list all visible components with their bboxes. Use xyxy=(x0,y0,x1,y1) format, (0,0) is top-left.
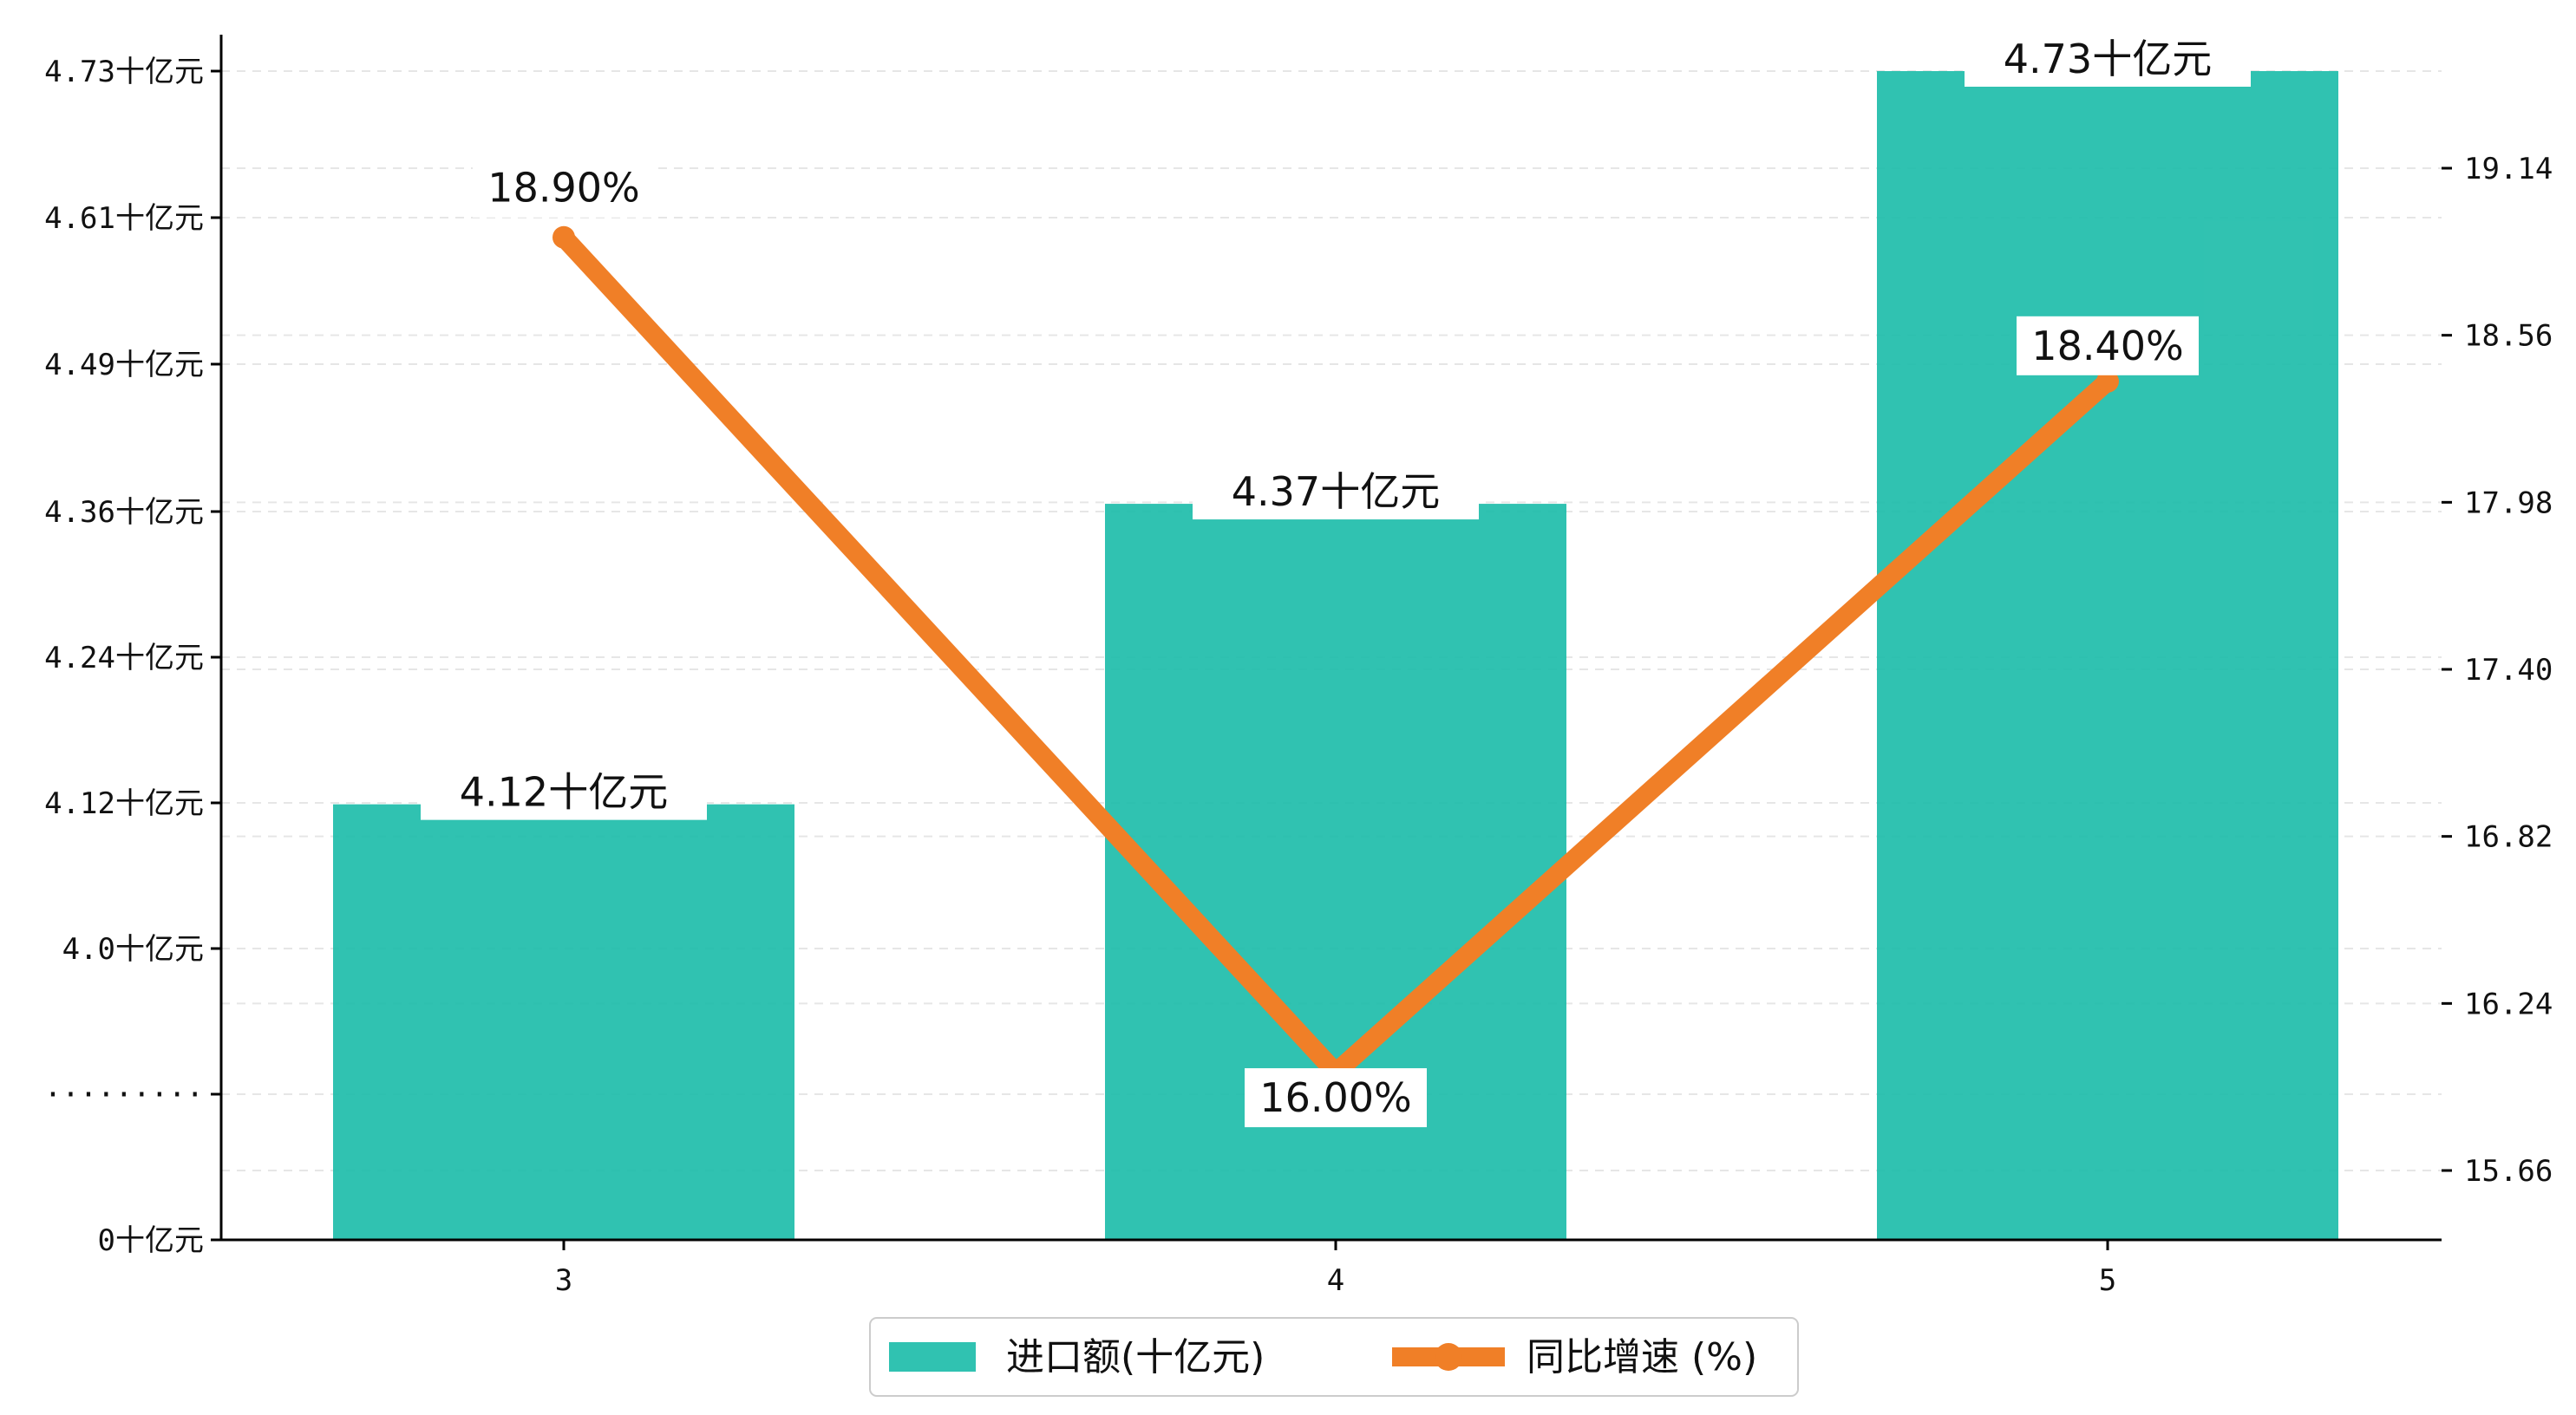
bar-label-box xyxy=(1193,471,1479,520)
bar-value-labels: 4.12十亿元 4.37十亿元 4.73十亿元 xyxy=(421,36,2251,820)
legend-line-label: 同比增速 (%) xyxy=(1527,1335,1757,1379)
line-value-label: 18.90% xyxy=(487,165,639,212)
line-label-box xyxy=(1245,1068,1427,1128)
line-value-labels: 18.90% 16.00% 18.40% xyxy=(473,158,2199,1128)
left-axis-tick-label: 4.0十亿元 xyxy=(62,932,204,967)
left-axis-tick-label: 4.12十亿元 xyxy=(44,786,204,821)
right-axis-tick-label: 18.56 xyxy=(2464,319,2553,354)
right-axis-tick-label: 16.82 xyxy=(2464,820,2553,855)
right-axis-tick-label: 17.40 xyxy=(2464,653,2553,688)
line-point xyxy=(2096,369,2119,393)
line-point xyxy=(552,225,575,249)
left-axis-tick-label: 4.61十亿元 xyxy=(44,201,204,236)
right-axis-tick-label: 15.66 xyxy=(2464,1154,2553,1189)
bar xyxy=(1877,71,2338,1240)
bar-label-box xyxy=(421,771,707,820)
line-label-box xyxy=(473,158,655,218)
bar xyxy=(333,804,794,1240)
x-axis-tick-label: 4 xyxy=(1327,1263,1344,1298)
x-axis-tick-label: 5 xyxy=(2099,1263,2116,1298)
bar-value-label: 4.37十亿元 xyxy=(1232,468,1440,515)
left-axis-tick-label: 4.49十亿元 xyxy=(44,348,204,382)
right-axis-tick-label: 17.98 xyxy=(2464,486,2553,520)
bar-value-label: 4.12十亿元 xyxy=(460,769,668,816)
line-value-label: 18.40% xyxy=(2031,323,2183,369)
right-axis-tick-label: 19.14 xyxy=(2464,152,2553,186)
bar-series xyxy=(333,71,2338,1240)
bar-label-box xyxy=(1965,38,2251,87)
legend: 进口额(十亿元) 同比增速 (%) xyxy=(869,1317,1799,1397)
left-axis-tick-label: 0十亿元 xyxy=(98,1223,204,1258)
axes: 0十亿元 ········· 4.0十亿元 4.12十亿元 4.24十亿元 4.36十亿元… xyxy=(44,35,2553,1298)
legend-line-marker xyxy=(1435,1343,1462,1371)
right-axis-tick-label: 16.24 xyxy=(2464,987,2553,1021)
line-value-label: 16.00% xyxy=(1259,1074,1411,1121)
left-axis-tick-label: 4.24十亿元 xyxy=(44,641,204,675)
bar-value-label: 4.73十亿元 xyxy=(2004,36,2212,82)
legend-bar-label: 进口额(十亿元) xyxy=(1006,1335,1265,1379)
left-axis-tick-label: 4.36十亿元 xyxy=(44,495,204,530)
x-axis-tick-label: 3 xyxy=(555,1263,572,1298)
bar xyxy=(1105,504,1566,1240)
line-label-box xyxy=(2017,316,2199,375)
legend-frame xyxy=(869,1317,1799,1397)
left-axis-tick-label: 4.73十亿元 xyxy=(44,55,204,89)
legend-bar-swatch xyxy=(889,1342,976,1372)
left-axis-tick-label: ········· xyxy=(44,1078,204,1112)
